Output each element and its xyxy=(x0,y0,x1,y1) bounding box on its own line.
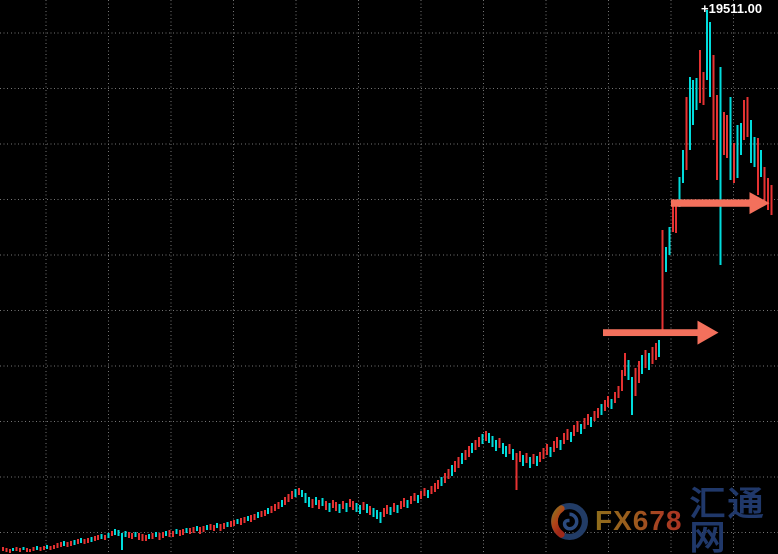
price-bars xyxy=(2,10,773,553)
trend-arrow-1 xyxy=(671,192,770,215)
peak-price-label: +19511.00 xyxy=(701,1,763,16)
trend-arrow-2 xyxy=(603,320,719,345)
